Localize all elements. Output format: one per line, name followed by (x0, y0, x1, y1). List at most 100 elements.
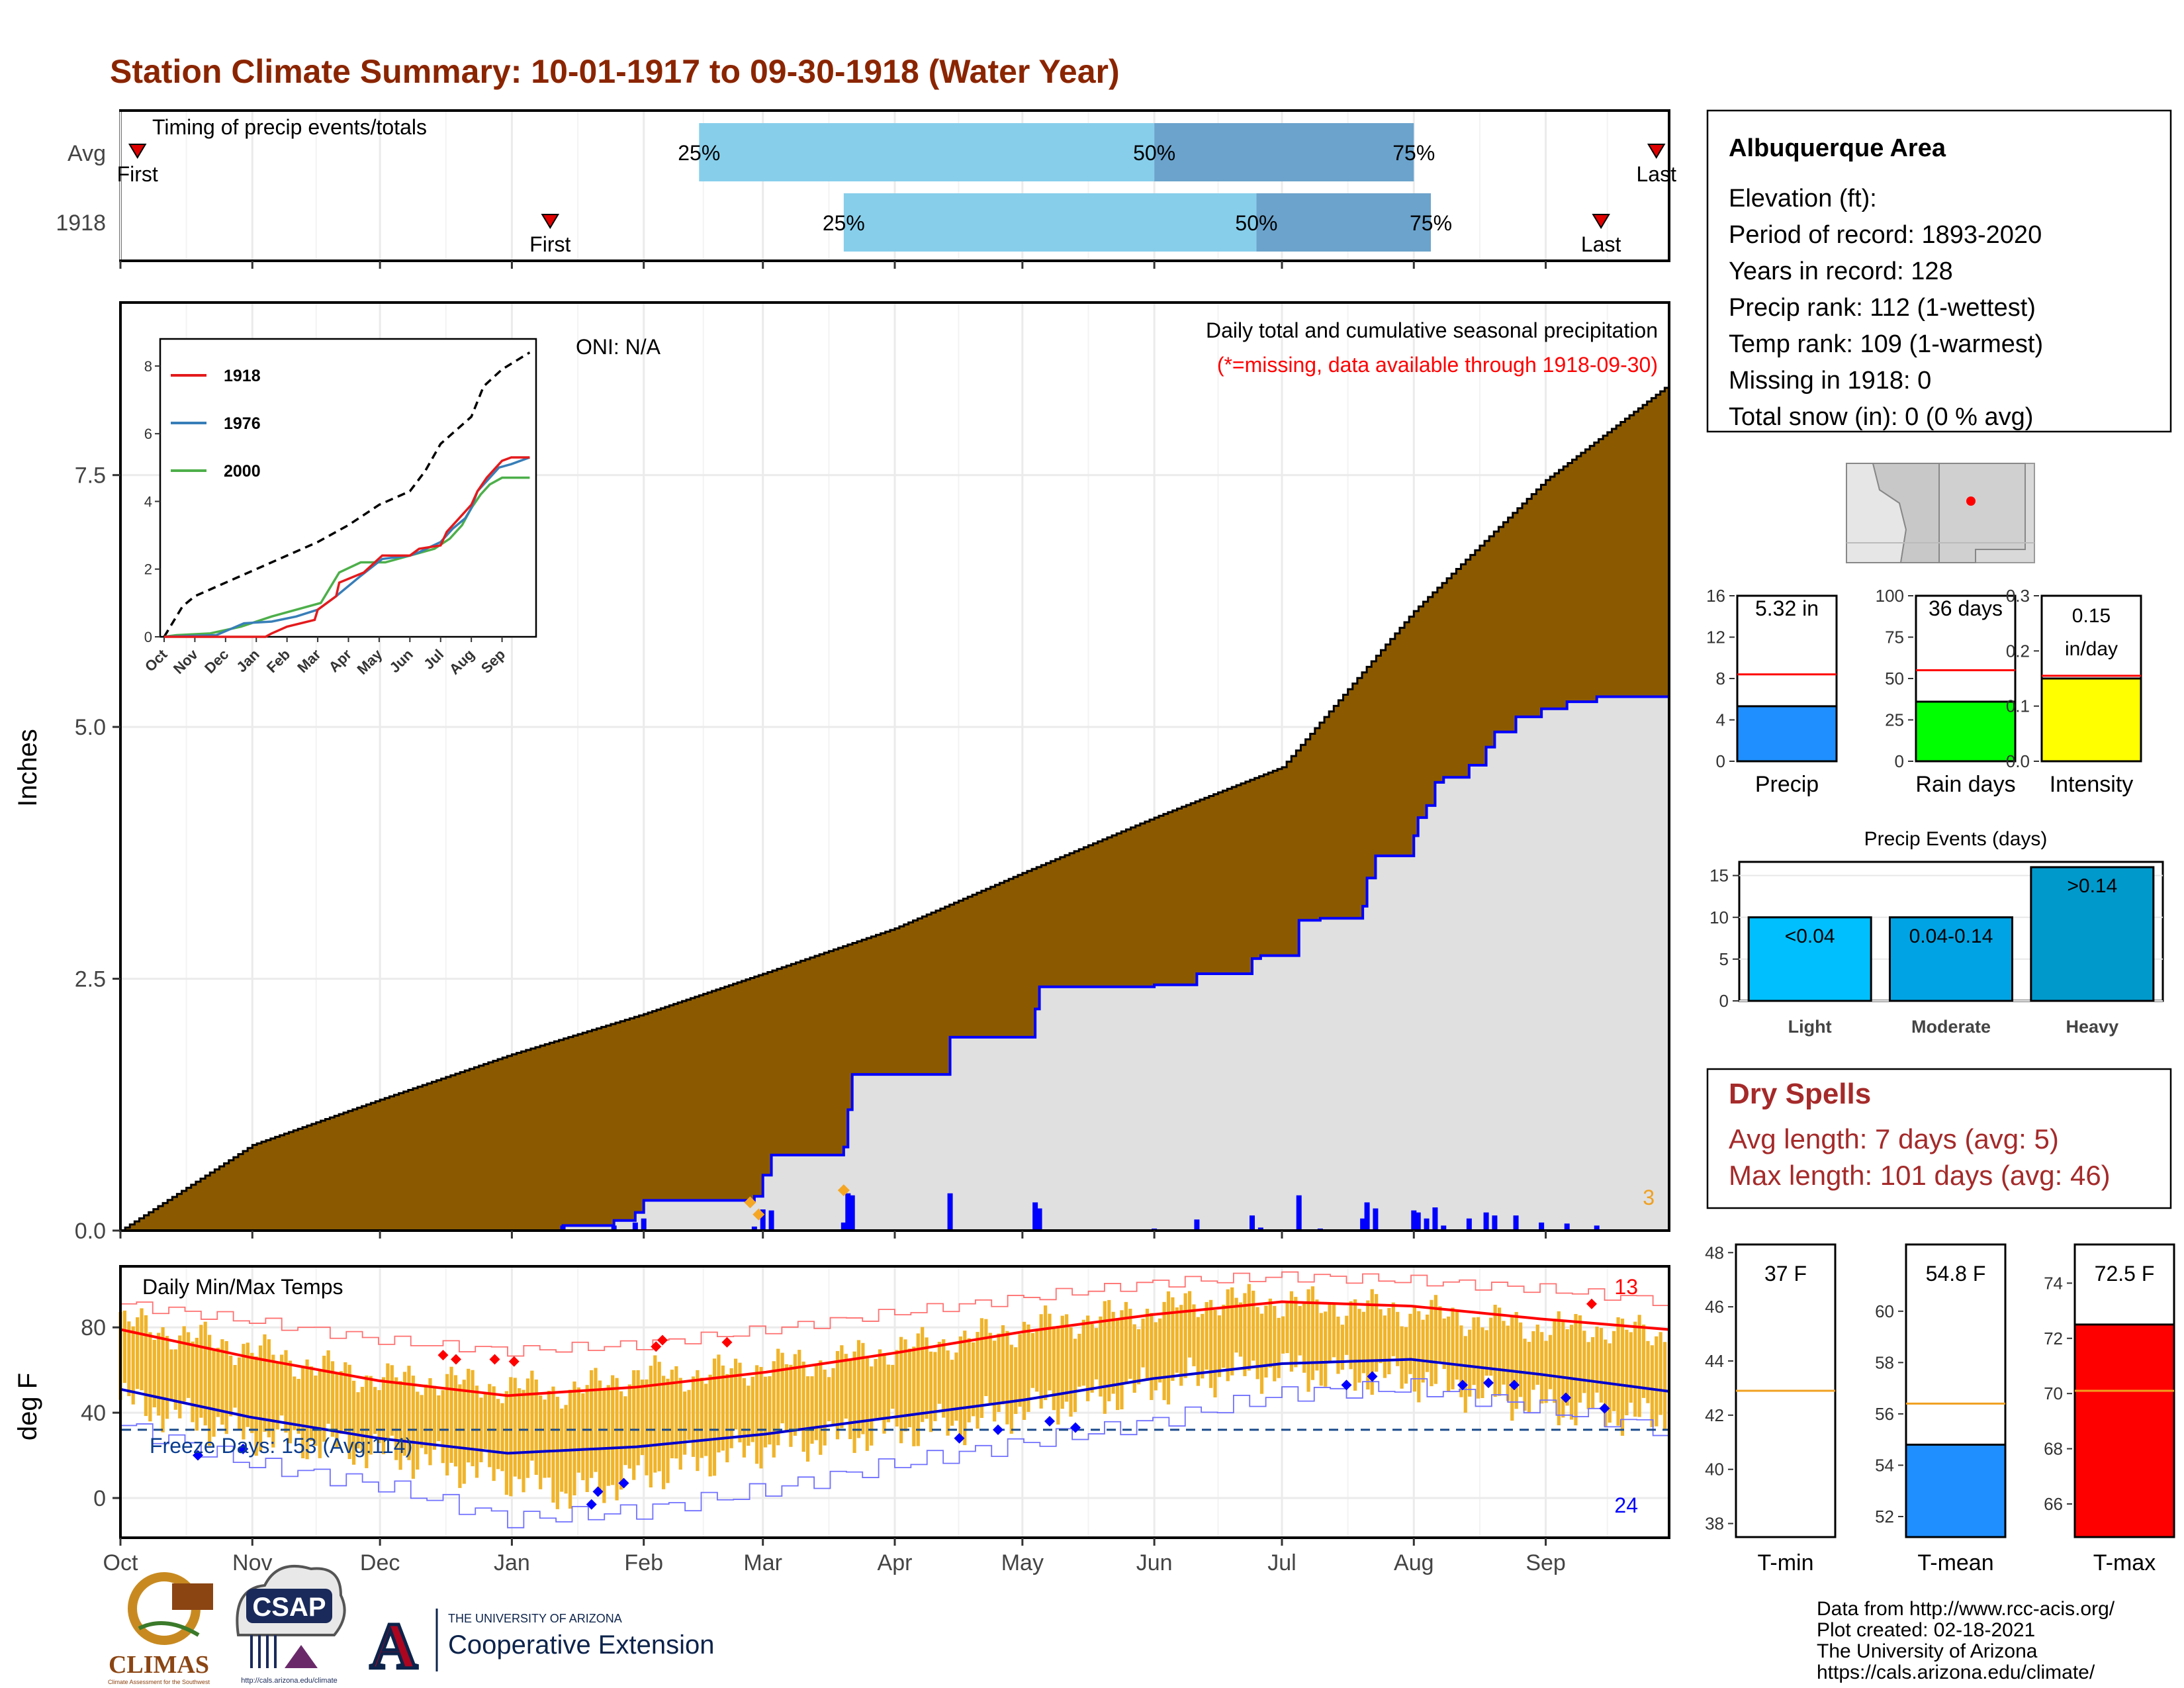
daily-temp-range-bar (1238, 1302, 1243, 1357)
daily-temp-range-bar (144, 1315, 148, 1417)
mini-bar-ytick-label: 0 (1716, 751, 1725, 771)
daily-temp-range-bar (1646, 1340, 1650, 1403)
daily-temp-range-bar (182, 1326, 186, 1402)
daily-temp-range-bar (1319, 1313, 1323, 1386)
temp-bar-ytick-label: 74 (2044, 1273, 2063, 1293)
daily-precip-bar (845, 1193, 851, 1231)
daily-temp-range-bar (1298, 1305, 1302, 1356)
timing-avg-last-label: Last (1636, 162, 1676, 186)
daily-temp-range-bar (186, 1332, 191, 1398)
temp-bar-value (2073, 1323, 2175, 1538)
events-bar (1747, 916, 1872, 1002)
info-line: Missing in 1918: 0 (1729, 367, 1931, 395)
footer-line: Plot created: 02-18-2021 (1817, 1619, 2035, 1641)
max-record-count: 13 (1614, 1275, 1638, 1299)
daily-precip-bar (1466, 1218, 1472, 1231)
mini-bar-ytick-label: 8 (1716, 669, 1725, 688)
daily-temp-range-bar (979, 1318, 984, 1419)
daily-temp-range-bar (835, 1350, 840, 1440)
daily-temp-range-bar (1030, 1333, 1034, 1388)
daily-temp-range-bar (1391, 1302, 1395, 1356)
daily-temp-range-bar (432, 1385, 437, 1450)
daily-temp-range-bar (1612, 1331, 1616, 1411)
daily-temp-range-bar (937, 1341, 941, 1404)
daily-temp-range-bar (712, 1358, 717, 1476)
daily-precip-bar (1415, 1212, 1421, 1231)
daily-temp-range-bar (742, 1378, 747, 1458)
daily-temp-range-bar (1514, 1311, 1518, 1409)
daily-temp-range-bar (819, 1360, 823, 1455)
footer-line: The University of Arizona (1817, 1640, 2038, 1662)
daily-temp-range-bar (602, 1390, 606, 1503)
timing-year-first-marker (541, 214, 560, 229)
record-high-marker (451, 1354, 461, 1365)
daily-temp-range-bar (152, 1340, 156, 1408)
daily-temp-range-bar (576, 1387, 580, 1473)
daily-temp-range-bar (797, 1350, 801, 1430)
daily-temp-range-bar (590, 1370, 594, 1478)
climas-emblem-leaf (138, 1621, 200, 1637)
daily-temp-range-bar (246, 1342, 250, 1427)
daily-temp-range-bar (275, 1361, 279, 1430)
month-label: Oct (103, 1550, 138, 1575)
month-label: Sep (1525, 1550, 1566, 1575)
timing-label: Timing of precip events/totals (152, 115, 427, 139)
daily-temp-range-bar (1574, 1314, 1578, 1426)
daily-temp-range-bar (1366, 1300, 1370, 1390)
daily-temp-range-bar (551, 1386, 555, 1503)
daily-temp-range-bar (1650, 1345, 1654, 1427)
mini-bar-value-label: 5.32 in (1755, 596, 1819, 620)
daily-temp-range-bar (1209, 1299, 1213, 1388)
daily-temp-range-bar (1060, 1315, 1064, 1409)
daily-temp-range-bar (254, 1356, 258, 1456)
daily-temp-range-bar (305, 1359, 309, 1460)
temp-panel: 0 40 80 deg F Daily Min/Max Temps Freeze D… (13, 1265, 1670, 1575)
daily-temp-range-bar (1370, 1289, 1374, 1395)
daily-temp-range-bar (861, 1342, 865, 1434)
daily-temp-range-bar (921, 1327, 925, 1423)
daily-temp-range-bar (1535, 1325, 1539, 1385)
daily-temp-range-bar (242, 1344, 246, 1440)
inset-ytick-label: 4 (144, 493, 152, 510)
daily-temp-range-bar (525, 1378, 530, 1478)
daily-temp-range-bar (1094, 1328, 1099, 1380)
daily-temp-range-bar (1107, 1299, 1111, 1401)
record-low-marker (954, 1432, 965, 1444)
events-bar-label: <0.04 (1785, 925, 1835, 947)
dry-spells-line: Max length: 101 days (avg: 46) (1729, 1160, 2111, 1191)
daily-temp-range-bar (967, 1338, 971, 1423)
daily-temp-range-bar (899, 1336, 903, 1444)
daily-precip-bar (1411, 1210, 1417, 1231)
climas-wordmark: CLIMAS (109, 1651, 209, 1679)
daily-temp-range-bar (267, 1339, 271, 1438)
daily-temp-range-bar (1099, 1316, 1103, 1397)
daily-temp-range-bar (581, 1393, 585, 1481)
info-box-frame (1706, 109, 2172, 433)
mini-bar-ytick-label: 0 (1895, 751, 1904, 771)
temp-bar-value-label: 54.8 F (1926, 1262, 1986, 1286)
daily-temp-range-bar (988, 1333, 992, 1405)
daily-temp-range-bar (1620, 1318, 1625, 1436)
temp-bar-ytick-label: 40 (1705, 1460, 1724, 1479)
daily-temp-range-bar (886, 1364, 890, 1423)
daily-precip-bar (560, 1225, 566, 1231)
daily-temp-range-bar (534, 1380, 538, 1476)
daily-temp-range-bar (220, 1339, 224, 1425)
mini-bar-ytick-label: 0.3 (2006, 586, 2030, 606)
temp-bar-ytick-label: 44 (1705, 1351, 1724, 1371)
daily-temp-range-bar (963, 1331, 967, 1446)
daily-temp-range-bar (1438, 1306, 1442, 1364)
record-low-marker (1070, 1422, 1081, 1433)
daily-temp-range-bar (1035, 1329, 1039, 1392)
record-low-marker (586, 1499, 597, 1510)
daily-temp-range-bar (615, 1378, 619, 1501)
daily-temp-range-bar (700, 1378, 704, 1458)
daily-temp-range-bar (1154, 1322, 1158, 1391)
daily-temp-range-bar (772, 1361, 776, 1458)
daily-temp-range-bar (191, 1341, 195, 1423)
daily-temp-range-bar (352, 1380, 356, 1465)
daily-temp-range-bar (449, 1366, 453, 1463)
min-record-count: 24 (1614, 1493, 1638, 1517)
events-bar-label: 0.04-0.14 (1909, 925, 1993, 947)
temp-bar-ytick-label: 66 (2044, 1494, 2063, 1514)
